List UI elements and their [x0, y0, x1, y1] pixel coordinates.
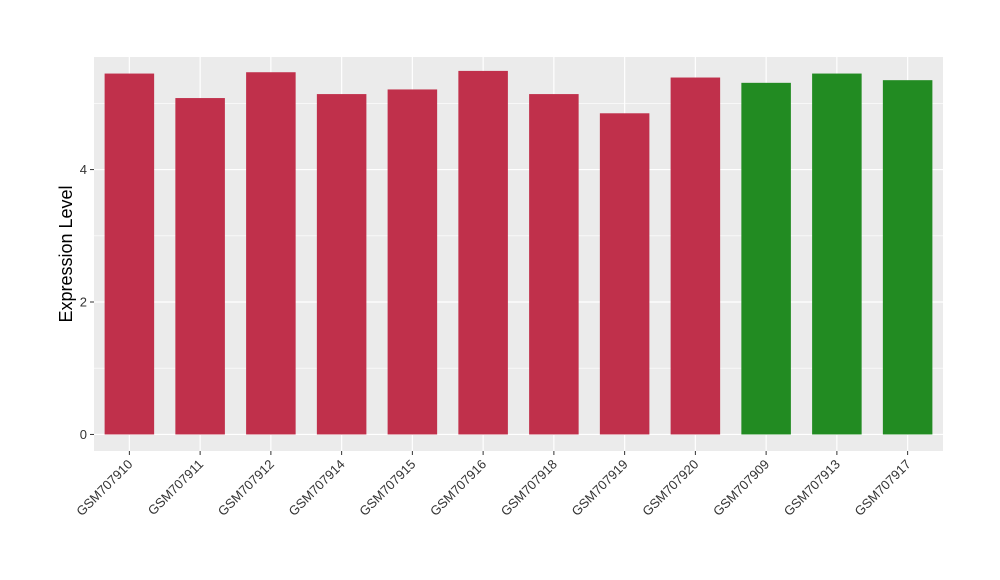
x-tick-label: GSM707909 [710, 457, 772, 519]
x-tick-label: GSM707910 [73, 457, 135, 519]
bar [529, 94, 579, 435]
x-tick-label: GSM707920 [639, 457, 701, 519]
x-tick-label: GSM707918 [498, 457, 560, 519]
bar [458, 70, 508, 435]
bar [812, 73, 862, 435]
x-tick-label: GSM707911 [145, 457, 207, 519]
x-tick-label: GSM707919 [569, 457, 631, 519]
bar [741, 82, 791, 435]
x-tick-label: GSM707913 [781, 457, 843, 519]
bar [387, 89, 438, 435]
y-axis-title: Expression Level [56, 185, 76, 322]
x-tick-label: GSM707914 [286, 457, 348, 519]
y-tick-label: 2 [80, 295, 87, 310]
y-tick-label: 4 [80, 162, 87, 177]
x-tick-label: GSM707917 [852, 457, 914, 519]
plot-panel [94, 57, 943, 451]
y-tick-label: 0 [80, 427, 87, 442]
x-tick-label: GSM707916 [427, 457, 489, 519]
bar [882, 80, 933, 435]
bar [599, 113, 650, 435]
bar [670, 77, 721, 435]
x-tick-label: GSM707915 [356, 457, 418, 519]
bars [104, 70, 933, 435]
bar [316, 94, 367, 435]
x-axis: GSM707910 GSM707911 GSM707912 GSM707914 GSM7… [73, 451, 914, 519]
y-axis: 0 2 4 [80, 162, 94, 442]
x-tick-label: GSM707912 [215, 457, 277, 519]
bar [175, 98, 225, 435]
bar [246, 72, 296, 435]
bar [104, 73, 155, 435]
